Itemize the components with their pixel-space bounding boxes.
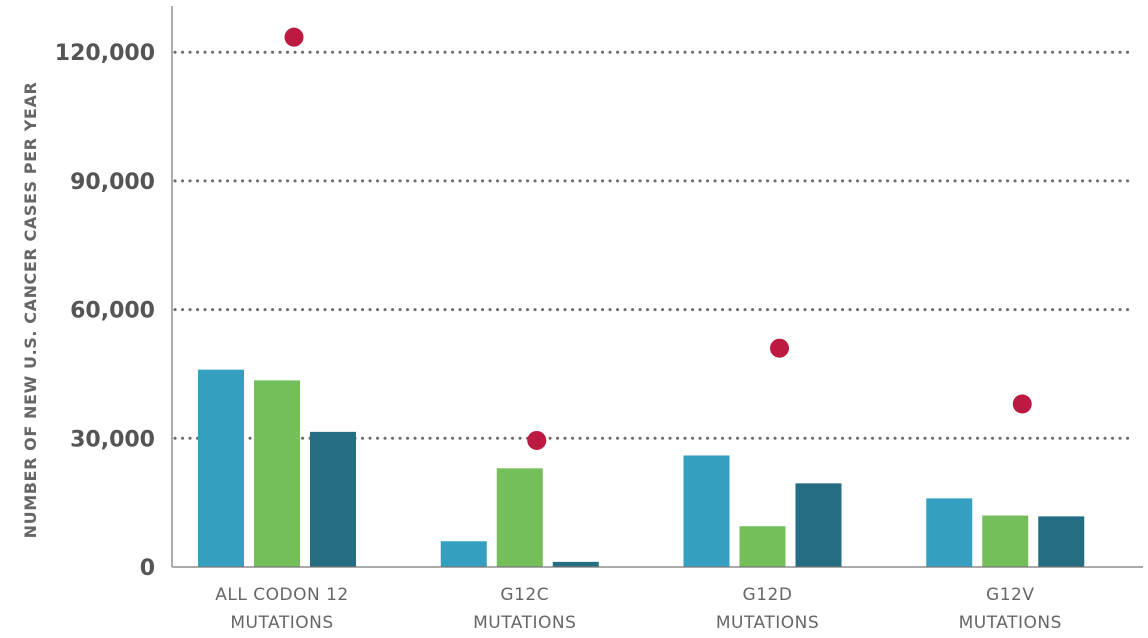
data-point: [770, 338, 789, 358]
y-axis-title: NUMBER OF NEW U.S. CANCER CASES PER YEAR: [21, 82, 40, 539]
bar: [440, 541, 487, 567]
bar: [310, 431, 356, 567]
category-label-line2: MUTATIONS: [716, 613, 819, 633]
category-label-line1: ALL CODON 12: [215, 585, 348, 605]
y-tick-label: 60,000: [70, 299, 155, 324]
category-label-line2: MUTATIONS: [959, 613, 1062, 633]
grid: [173, 50, 1130, 440]
category-label-line2: MUTATIONS: [230, 613, 333, 633]
data-point: [284, 27, 304, 47]
bar: [254, 380, 300, 567]
category-labels: ALL CODON 12 MUTATIONS G12C MUTATIONS G12D MU…: [215, 585, 1062, 633]
bars: [198, 369, 1085, 567]
bar: [198, 369, 244, 567]
bar: [795, 483, 842, 567]
category-label-line1: G12D: [743, 585, 793, 605]
category-label-line2: MUTATIONS: [473, 613, 576, 633]
bar: [496, 468, 543, 567]
bar: [683, 455, 730, 567]
bar: [739, 526, 786, 567]
bar: [552, 561, 599, 567]
category-label-line1: G12C: [500, 585, 549, 605]
points: [284, 27, 1032, 450]
y-tick-label: 120,000: [55, 41, 155, 66]
y-tick-labels: 0 30,000 60,000 90,000 120,000: [55, 41, 155, 581]
y-tick-label: 90,000: [70, 170, 155, 195]
data-point: [527, 430, 547, 450]
bar: [982, 515, 1029, 567]
data-point: [1012, 394, 1032, 414]
y-tick-label: 30,000: [70, 427, 155, 452]
bar: [926, 498, 973, 567]
bar: [1038, 516, 1085, 567]
category-label-line1: G12V: [986, 585, 1034, 605]
y-tick-label: 0: [140, 556, 155, 581]
